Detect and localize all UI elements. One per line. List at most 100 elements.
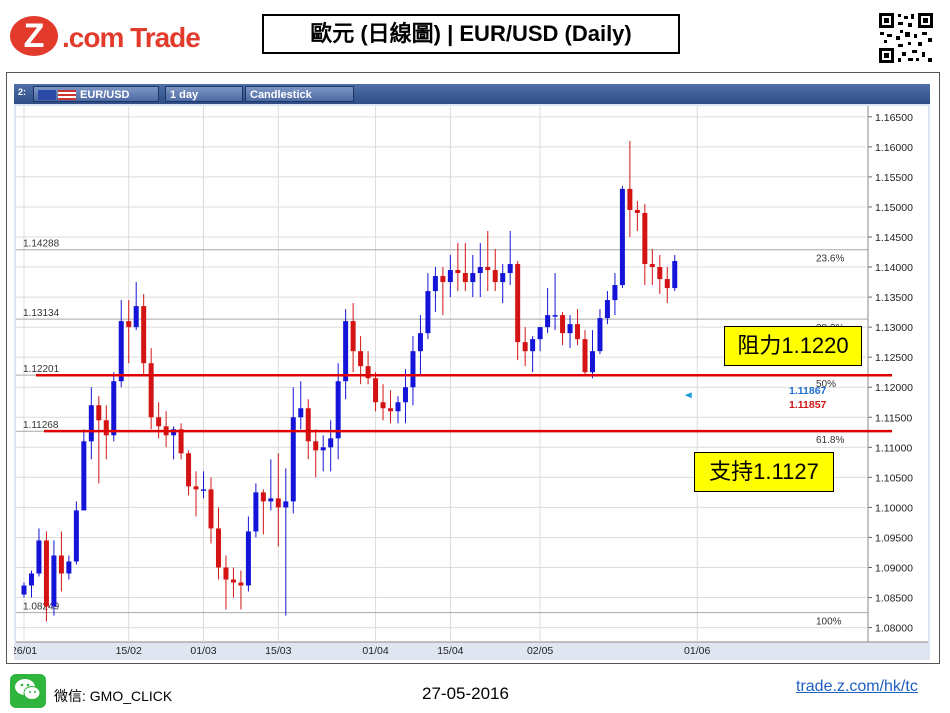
y-tick-label: 1.16000 — [875, 142, 913, 154]
candle-body — [193, 486, 199, 490]
x-tick-label: 02/05 — [527, 645, 553, 657]
candle-body — [410, 351, 416, 388]
candle-body — [103, 420, 109, 436]
fib-percent-label: 100% — [816, 617, 842, 628]
x-tick-label: 15/02 — [116, 645, 142, 657]
y-tick-label: 1.12500 — [875, 352, 913, 364]
candle-body — [96, 405, 102, 421]
wechat-icon — [10, 674, 46, 708]
candle-body — [388, 408, 394, 412]
y-tick-label: 1.11500 — [875, 412, 912, 424]
fib-percent-label: 50% — [816, 379, 836, 390]
fib-percent-label: 61.8% — [816, 435, 844, 446]
candle-body — [425, 291, 431, 334]
candle-body — [253, 492, 259, 532]
report-date: 27-05-2016 — [422, 684, 509, 703]
fib-value-label: 1.11268 — [23, 420, 59, 431]
candle-body — [619, 188, 625, 286]
candle-body — [238, 582, 244, 586]
y-tick-label: 1.11000 — [875, 442, 912, 454]
candle-body — [462, 273, 468, 283]
candle-body — [133, 306, 139, 328]
website-link[interactable]: trade.z.com/hk/tc — [796, 678, 918, 695]
chart-toolbar: 2: EUR/USD 1 day Candlestick — [14, 84, 930, 104]
candle-body — [649, 264, 655, 268]
y-tick-label: 1.14500 — [875, 232, 913, 244]
candle-body — [575, 324, 581, 340]
candle-body — [320, 447, 326, 451]
candle-body — [51, 555, 57, 607]
candle-body — [305, 408, 311, 442]
candle-body — [208, 489, 214, 529]
y-tick-label: 1.13500 — [875, 292, 913, 304]
candle-body — [178, 429, 184, 454]
candle-body — [589, 351, 595, 373]
candle-body — [88, 405, 94, 442]
candle-body — [148, 363, 154, 418]
candlestick-chart: 1.1428823.6%1.1313438.2%1.1220150%1.1126… — [14, 104, 930, 660]
candle-body — [260, 492, 266, 502]
candle-body — [298, 408, 304, 418]
candle-body — [350, 321, 356, 352]
candle-body — [66, 561, 72, 574]
y-tick-label: 1.08000 — [875, 623, 913, 635]
y-tick-label: 1.15500 — [875, 172, 913, 184]
candle-body — [485, 267, 491, 271]
candle-body — [118, 321, 124, 382]
fib-value-label: 1.13134 — [23, 308, 60, 319]
y-tick-label: 1.09500 — [875, 532, 913, 544]
candle-body — [597, 318, 603, 352]
candle-body — [81, 441, 87, 511]
candle-body — [560, 315, 566, 334]
current-price-label: 1.11857 — [789, 399, 827, 411]
candle-body — [373, 378, 379, 403]
candle-body — [432, 276, 438, 292]
candle-body — [672, 261, 678, 289]
y-tick-label: 1.16500 — [875, 112, 913, 124]
candle-body — [455, 270, 461, 274]
candle-body — [530, 339, 536, 352]
candle-body — [36, 540, 42, 574]
candle-body — [402, 387, 408, 403]
candle-body — [21, 585, 27, 595]
candle-body — [201, 489, 207, 491]
fib-percent-label: 23.6% — [816, 254, 844, 265]
symbol-selector[interactable]: EUR/USD — [33, 86, 159, 102]
candle-body — [275, 498, 281, 508]
y-tick-label: 1.09000 — [875, 562, 913, 574]
candle-body — [395, 402, 401, 412]
x-tick-label: 26/01 — [14, 645, 37, 657]
wechat-caption: WeChat — [11, 700, 29, 706]
candle-body — [245, 531, 251, 586]
x-tick-label: 15/04 — [437, 645, 463, 657]
candle-body — [73, 510, 79, 562]
zcom-trade-logo: Z .com Trade — [10, 14, 210, 60]
interval-selector[interactable]: 1 day — [165, 86, 243, 102]
current-price-label: 1.11867 — [789, 385, 827, 397]
candle-body — [470, 273, 476, 283]
chart-type-selector[interactable]: Candlestick — [245, 86, 354, 102]
candle-body — [604, 300, 610, 319]
fib-value-label: 1.12201 — [23, 364, 60, 375]
candle-body — [657, 267, 663, 280]
candle-body — [365, 366, 371, 379]
candle-body — [417, 333, 423, 352]
y-tick-label: 1.14000 — [875, 262, 913, 274]
candle-body — [507, 264, 513, 274]
us-flag-icon — [58, 90, 76, 101]
x-tick-label: 15/03 — [265, 645, 291, 657]
candle-body — [290, 417, 296, 502]
y-tick-label: 1.12000 — [875, 382, 913, 394]
candle-body — [358, 351, 364, 367]
candle-body — [126, 321, 132, 328]
y-tick-label: 1.10000 — [875, 502, 913, 514]
candle-body — [283, 501, 289, 508]
candle-body — [186, 453, 192, 487]
candle-body — [642, 212, 648, 265]
candle-body — [335, 381, 341, 439]
x-tick-label: 01/06 — [684, 645, 710, 657]
logo-wordmark: .com Trade — [62, 22, 201, 53]
candle-body — [552, 315, 558, 317]
candle-body — [537, 327, 543, 340]
candle-body — [515, 264, 521, 343]
